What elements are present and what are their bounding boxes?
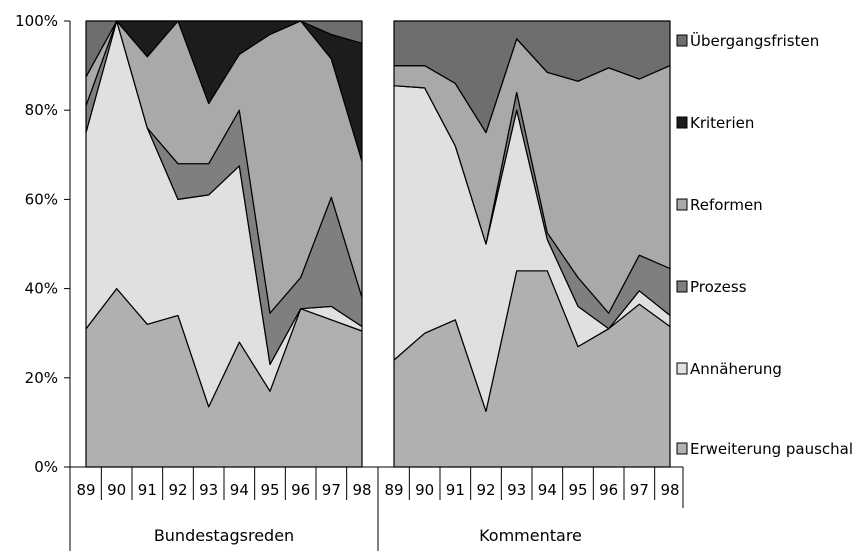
y-tick-label: 40% (25, 280, 58, 298)
legend-swatch (676, 198, 688, 211)
x-tick-label: 94 (538, 481, 557, 499)
x-tick-label: 89 (76, 481, 95, 499)
legend: Übergangsfristen Kriterien Reformen Prozess… (676, 31, 853, 458)
x-tick-label: 93 (507, 481, 526, 499)
legend-swatch (676, 442, 688, 455)
x-tick-label: 91 (446, 481, 465, 499)
x-tick-label: 97 (630, 481, 649, 499)
legend-label: Prozess (690, 278, 747, 296)
group-label: Kommentare (479, 526, 582, 545)
x-tick-label: 95 (260, 481, 279, 499)
x-tick-label: 97 (322, 481, 341, 499)
legend-swatch (676, 362, 688, 375)
legend-swatch (676, 280, 688, 293)
x-tick-label: 94 (230, 481, 249, 499)
x-tick-label: 96 (291, 481, 310, 499)
legend-label: Reformen (690, 196, 763, 214)
y-tick-label: 0% (34, 458, 58, 476)
x-tick-label: 98 (660, 481, 679, 499)
x-tick-label: 98 (352, 481, 371, 499)
group-label: Bundestagsreden (154, 526, 294, 545)
x-tick-label: 91 (138, 481, 157, 499)
legend-label: Kriterien (690, 114, 754, 132)
legend-swatch (676, 34, 688, 47)
x-tick-label: 90 (415, 481, 434, 499)
legend-label: Annäherung (690, 360, 782, 378)
y-axis: 0% 20% 40% 60% 80% 100% (15, 12, 71, 551)
x-tick-label: 95 (568, 481, 587, 499)
area-2-übergangsfristen (393, 20, 671, 134)
x-tick-label: 96 (599, 481, 618, 499)
x-tick-label: 93 (199, 481, 218, 499)
y-tick-label: 20% (25, 369, 58, 387)
legend-label: Erweiterung pauschal (690, 440, 853, 458)
legend-label: Übergangsfristen (690, 31, 819, 50)
x-axis: 89 90 91 92 93 94 95 96 97 98 Bundestagsreden 89 90 9… (70, 466, 684, 551)
area-1-übergangsfristen (85, 20, 363, 78)
legend-swatch (676, 116, 688, 129)
y-tick-label: 60% (25, 190, 58, 208)
panel-2 (393, 20, 671, 468)
x-tick-label: 92 (168, 481, 187, 499)
x-tick-label: 89 (384, 481, 403, 499)
panel-1 (85, 20, 363, 468)
plot-areas (85, 20, 671, 468)
y-tick-label: 100% (15, 12, 58, 30)
x-tick-label: 92 (476, 481, 495, 499)
y-tick-label: 80% (25, 101, 58, 119)
x-tick-label: 90 (107, 481, 126, 499)
